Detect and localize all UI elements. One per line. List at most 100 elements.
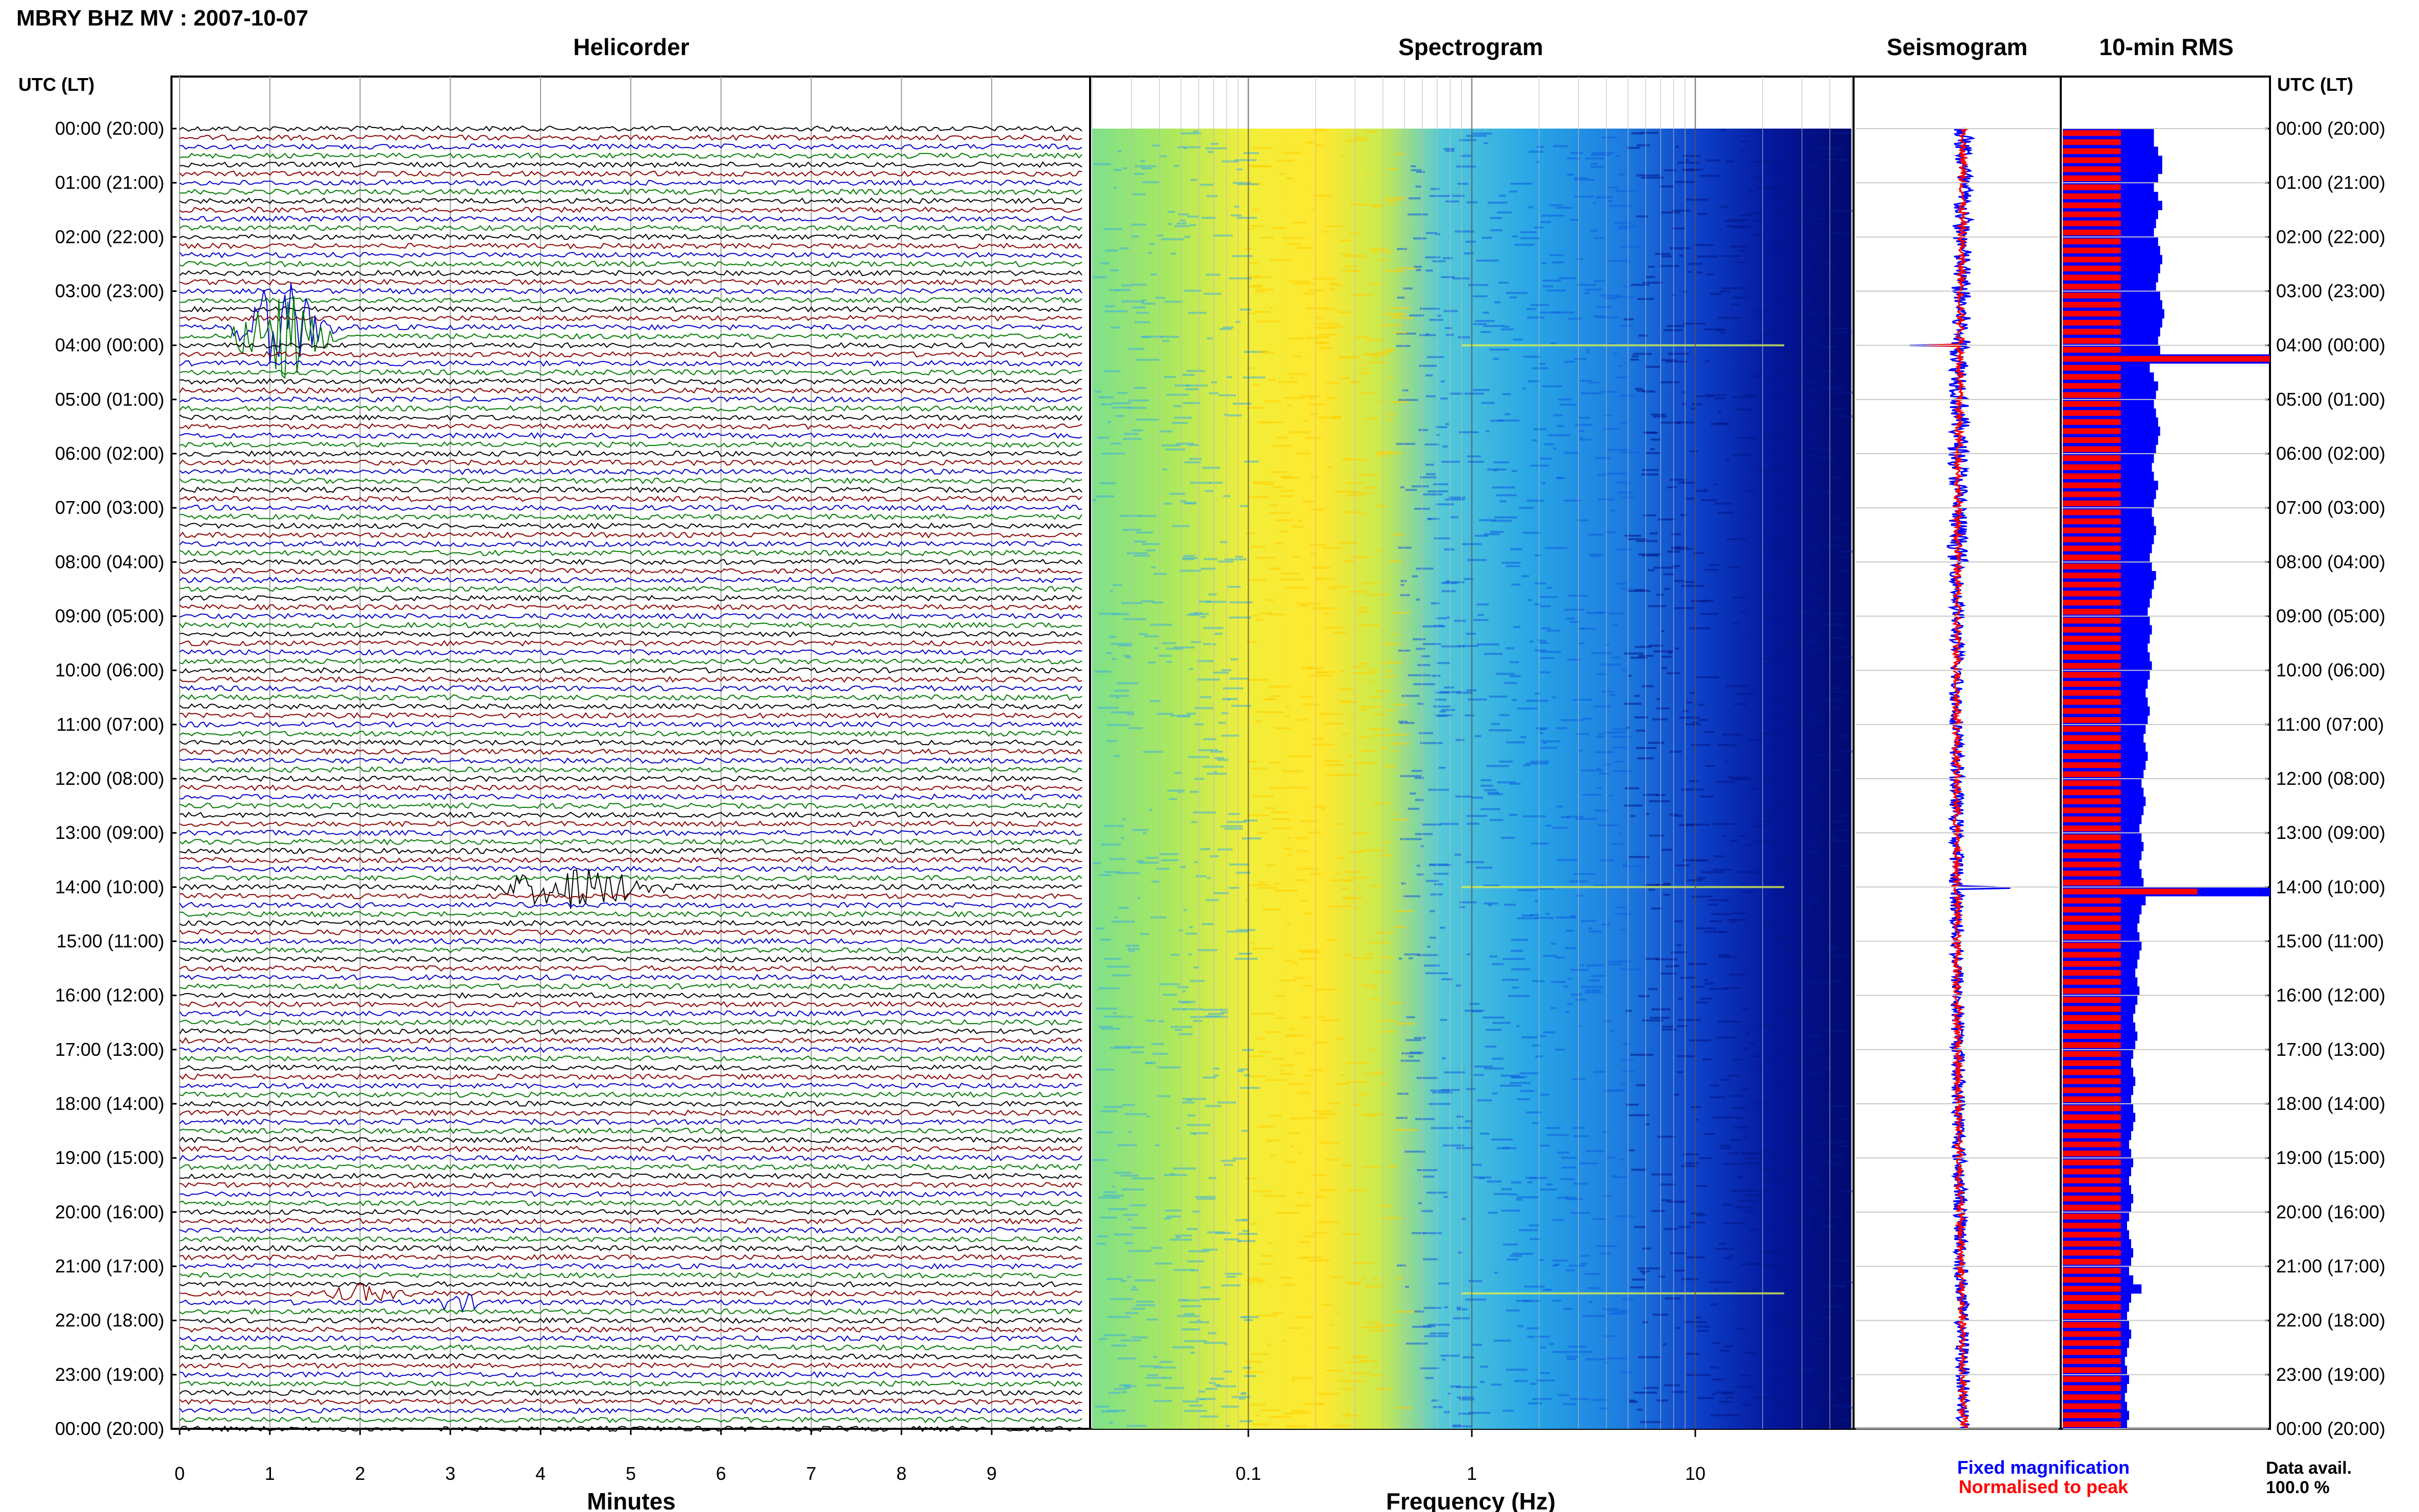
spectrogram-texture bbox=[1096, 1007, 1118, 1010]
spectrogram-texture bbox=[1476, 603, 1489, 606]
spectrogram-texture bbox=[1425, 256, 1441, 259]
spectrogram-texture bbox=[1219, 394, 1236, 396]
spectrogram-texture bbox=[1249, 225, 1264, 228]
spectrogram-texture bbox=[1710, 1414, 1730, 1417]
spectrogram-texture bbox=[1216, 1385, 1237, 1387]
spectrogram-texture bbox=[1236, 872, 1251, 874]
spectrogram-texture bbox=[1552, 1351, 1575, 1353]
spectrogram-texture bbox=[1376, 505, 1387, 507]
spectrogram-texture bbox=[1675, 145, 1679, 148]
spectrogram-texture bbox=[1728, 1152, 1740, 1154]
spectrogram-texture bbox=[1370, 1374, 1383, 1377]
spectrogram-texture bbox=[1458, 645, 1479, 647]
spectrogram-texture bbox=[1570, 915, 1576, 918]
spectrogram-texture bbox=[1127, 1046, 1145, 1049]
spectrogram-texture bbox=[1314, 194, 1332, 197]
spectrogram-texture bbox=[1107, 724, 1130, 726]
spectrogram-texture bbox=[1197, 678, 1220, 681]
spectrogram-texture bbox=[1187, 1099, 1192, 1101]
spectrogram-texture bbox=[1187, 1228, 1198, 1230]
spectrogram-texture bbox=[1632, 1278, 1646, 1281]
helicorder-trace bbox=[179, 956, 1082, 963]
helicorder-trace bbox=[179, 215, 1082, 222]
spectrogram-texture bbox=[1624, 534, 1641, 537]
spectrogram-texture bbox=[1595, 196, 1614, 199]
spectrogram-texture bbox=[1490, 229, 1503, 232]
spectrogram-texture bbox=[1218, 722, 1226, 724]
spectrogram-texture bbox=[1230, 214, 1242, 217]
spectrogram-texture bbox=[1788, 327, 1793, 330]
spectrogram-texture bbox=[1730, 921, 1738, 923]
spectrogram-texture bbox=[1110, 590, 1114, 592]
spectrogram-texture bbox=[1362, 582, 1379, 585]
spectrogram-texture bbox=[1734, 1206, 1753, 1208]
spectrogram-texture bbox=[1152, 144, 1161, 147]
spectrogram-texture bbox=[1675, 864, 1690, 866]
spectrogram-texture bbox=[1612, 1176, 1627, 1178]
spectrogram-texture bbox=[1339, 1074, 1344, 1076]
spectrogram-texture bbox=[1835, 391, 1853, 394]
spectrogram-texture bbox=[1647, 569, 1655, 572]
spectrogram-texture bbox=[1141, 335, 1164, 338]
spectrogram-texture bbox=[1684, 1162, 1700, 1164]
rms-bar-normalised bbox=[2063, 509, 2121, 515]
spectrogram-texture bbox=[1773, 505, 1791, 507]
spectrogram-texture bbox=[1415, 185, 1421, 188]
spectrogram-texture bbox=[1268, 379, 1276, 381]
spectrogram-texture bbox=[1255, 557, 1276, 559]
spectrogram-texture bbox=[1093, 862, 1101, 864]
spectrogram-texture bbox=[1541, 221, 1551, 224]
helicorder-trace bbox=[179, 279, 1082, 286]
rms-bar-normalised bbox=[2063, 536, 2121, 542]
spectrogram-texture bbox=[1687, 1374, 1711, 1376]
helicorder-trace bbox=[179, 1380, 1082, 1387]
spectrogram-texture bbox=[1688, 963, 1708, 965]
spectrogram-texture bbox=[1173, 164, 1179, 167]
spectrogram-texture bbox=[1786, 1197, 1790, 1199]
spectrogram-texture bbox=[1647, 741, 1665, 744]
spectrogram-texture bbox=[1137, 860, 1144, 862]
helicorder-trace bbox=[179, 1173, 1082, 1179]
spectrogram-texture bbox=[1795, 339, 1817, 342]
helicorder-trace bbox=[179, 875, 1082, 882]
spectrogram-texture bbox=[1099, 1338, 1107, 1340]
spectrogram-texture bbox=[1167, 211, 1175, 213]
spectrogram-texture bbox=[1208, 1332, 1217, 1334]
spectrogram-texture bbox=[1499, 714, 1510, 716]
spectrogram-texture bbox=[1279, 1276, 1293, 1279]
spectrogram-texture bbox=[1340, 377, 1350, 380]
spectrogram-texture bbox=[1365, 953, 1374, 956]
spectrogram-texture bbox=[1311, 737, 1324, 740]
spectrogram-texture bbox=[1189, 980, 1205, 982]
spectrogram-texture bbox=[1133, 387, 1147, 389]
spectrogram-texture bbox=[1366, 339, 1385, 341]
spectrogram-texture bbox=[1123, 1213, 1138, 1216]
spectrogram-texture bbox=[1630, 358, 1639, 361]
spectrogram-texture bbox=[1179, 569, 1201, 572]
spectrogram-texture bbox=[1549, 254, 1564, 256]
spectrogram-texture bbox=[1170, 954, 1179, 956]
spectrogram-texture bbox=[1581, 769, 1602, 772]
spectrogram-texture bbox=[1455, 796, 1472, 798]
spectrogram-texture bbox=[1213, 771, 1217, 773]
spectrogram-texture bbox=[1766, 1265, 1786, 1267]
helicorder-trace bbox=[179, 1010, 1082, 1017]
spectrogram-texture bbox=[1466, 633, 1476, 635]
spectrogram-texture bbox=[1121, 300, 1143, 303]
spectrogram-texture bbox=[1099, 612, 1120, 615]
helicorder-trace bbox=[179, 296, 1082, 380]
spectrogram-texture bbox=[1730, 1138, 1741, 1141]
spectrogram-texture bbox=[1563, 985, 1569, 988]
spectrogram-texture bbox=[1249, 1075, 1266, 1078]
spectrogram-texture bbox=[1409, 957, 1413, 959]
spectrogram-texture bbox=[1817, 388, 1835, 391]
spectrogram-texture bbox=[1741, 150, 1744, 152]
spectrogram-texture bbox=[1782, 1171, 1794, 1173]
spectrogram-texture bbox=[1752, 234, 1766, 236]
spectrogram-texture bbox=[1302, 500, 1315, 503]
spectrogram-texture bbox=[1589, 381, 1600, 384]
spectrogram-texture bbox=[1585, 989, 1600, 992]
spectrogram-texture bbox=[1552, 447, 1557, 450]
spectrogram-texture bbox=[1096, 1243, 1106, 1245]
helicorder-trace bbox=[179, 1235, 1082, 1243]
